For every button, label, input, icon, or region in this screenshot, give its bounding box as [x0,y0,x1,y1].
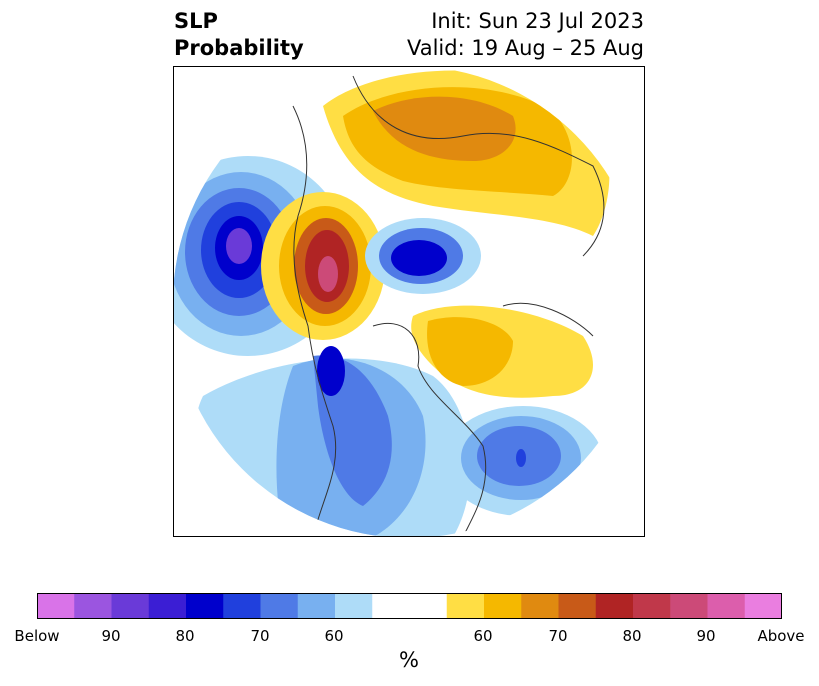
colorbar-tick-label: 80 [175,627,195,645]
colorbar-swatch [558,593,597,619]
atlantic-low-region [443,406,603,516]
colorbar-swatch [670,593,708,619]
alaska-high-region [261,192,385,340]
probability-map [173,66,645,537]
colorbar-tick-label: 90 [696,627,716,645]
colorbar [37,593,782,619]
colorbar-swatch [186,593,224,619]
colorbar-swatch [111,593,150,619]
colorbar-swatch [744,593,782,619]
colorbar-swatch [409,593,448,619]
colorbar-tick-label: Below [14,627,60,645]
colorbar-tick-label: 90 [101,627,121,645]
colorbar-tick-label: 60 [324,627,344,645]
map-title: SLP Probability [174,8,304,62]
colorbar-tick-label: 70 [250,627,270,645]
colorbar-swatch [707,593,746,619]
colorbar-tick-label: Above [757,627,805,645]
init-date: Init: Sun 23 Jul 2023 [431,9,644,33]
coastlines [292,75,605,537]
colorbar-tick-label: 60 [473,627,493,645]
colorbar-swatch [446,593,485,619]
colorbar-tick-label: 80 [622,627,642,645]
colorbar-swatch [372,593,410,619]
colorbar-swatch [484,593,522,619]
colorbar-swatch [297,593,336,619]
colorbar-swatch [260,593,299,619]
colorbar-swatch [633,593,671,619]
colorbar-swatch [335,593,373,619]
colorbar-swatch [595,593,634,619]
colorbar-swatch [74,593,112,619]
eurasia-above-region [323,70,610,236]
title-line-2: Probability [174,36,304,60]
colorbar-swatch [148,593,187,619]
colorbar-swatch [521,593,559,619]
colorbar-border [37,593,782,619]
colorbar-label: % [399,648,419,672]
arctic-low-region [365,218,481,294]
title-line-1: SLP [174,9,218,33]
valid-dates: Valid: 19 Aug – 25 Aug [406,36,644,60]
colorbar-swatch [223,593,261,619]
colorbar-tick-label: 70 [548,627,568,645]
map-subtitle: Init: Sun 23 Jul 2023 Valid: 19 Aug – 25… [407,8,644,62]
colorbar-swatch [37,593,75,619]
greenland-above-region [411,305,593,398]
